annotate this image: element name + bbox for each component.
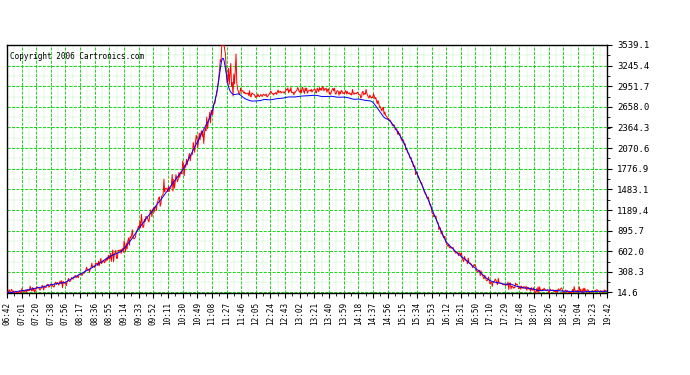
Text: Copyright 2006 Cartronics.com: Copyright 2006 Cartronics.com — [10, 53, 144, 62]
Text: Total PV Panel Power (red)/Inverter Power Output (blue) (watts) Wed Jul 12 19:49: Total PV Panel Power (red)/Inverter Powe… — [75, 15, 615, 25]
